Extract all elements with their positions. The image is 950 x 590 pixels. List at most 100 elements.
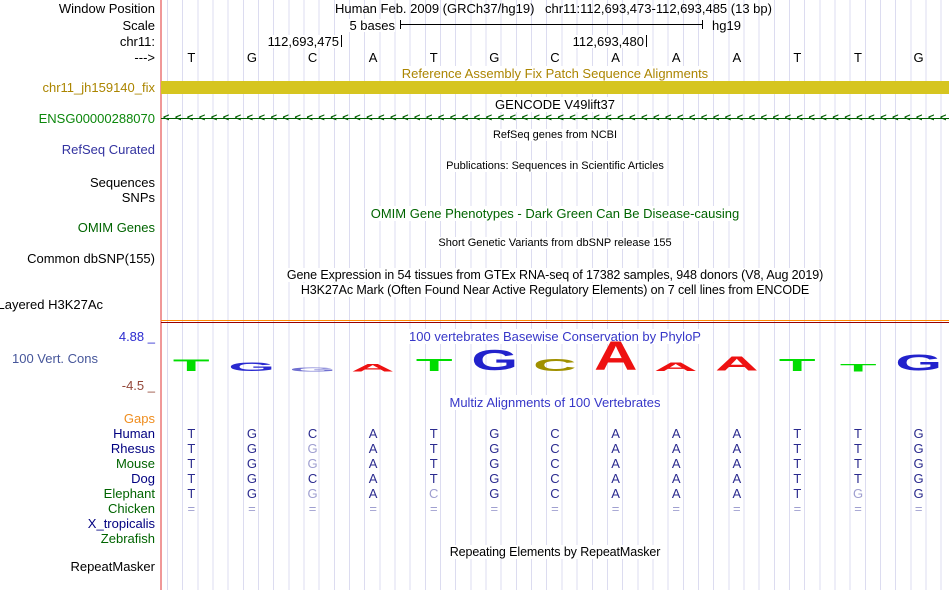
publications-track-title[interactable]: Publications: Sequences in Scientific Ar… — [161, 160, 949, 173]
left-arrow-icon: < — [449, 112, 457, 124]
alignment-base: C — [550, 441, 560, 456]
left-arrow-icon: < — [796, 112, 803, 124]
fix-patch-track-title[interactable]: Reference Assembly Fix Patch Sequence Al… — [161, 66, 949, 81]
left-arrow-icon: < — [174, 112, 182, 124]
alignment-base: G — [246, 441, 257, 456]
left-arrow-icon: < — [939, 112, 947, 124]
refseq-track-title[interactable]: RefSeq genes from NCBI — [161, 129, 949, 142]
alignment-base: G — [246, 426, 257, 441]
left-arrow-icon: < — [294, 112, 301, 124]
logo-base-t: T — [172, 356, 210, 375]
alignment-base: = — [308, 501, 317, 516]
alignment-base: A — [368, 426, 378, 441]
gene-id-label[interactable]: ENSG00000288070 — [38, 111, 155, 126]
logo-base-a: A — [654, 360, 698, 375]
alignment-base: A — [611, 441, 620, 456]
species-label-gaps[interactable]: Gaps — [123, 411, 155, 426]
logo-cell: G — [282, 340, 343, 372]
repeatmasker-label[interactable]: RepeatMasker — [70, 559, 155, 574]
left-arrow-icon: < — [665, 112, 672, 124]
h3k27ac-track-title[interactable]: H3K27Ac Mark (Often Found Near Active Re… — [161, 283, 949, 297]
left-arrow-icon: < — [760, 112, 768, 124]
species-label-x_tropicalis[interactable]: X_tropicalis — [87, 516, 155, 531]
repeatmasker-track-title[interactable]: Repeating Elements by RepeatMasker — [161, 545, 949, 559]
alignment-base: A — [671, 471, 681, 486]
alignment-base: A — [671, 426, 681, 441]
alignment-base: T — [793, 471, 802, 486]
alignment-base: A — [732, 456, 742, 471]
reference-base: G — [246, 50, 257, 65]
alignment-base: G — [489, 486, 500, 501]
alignment-base: G — [913, 426, 924, 441]
alignment-base: = — [248, 501, 256, 516]
species-label-dog[interactable]: Dog — [131, 471, 155, 486]
alignment-base: G — [307, 486, 318, 501]
species-label-chicken[interactable]: Chicken — [108, 501, 155, 516]
refseq-curated-label[interactable]: RefSeq Curated — [61, 142, 155, 157]
alignment-base: = — [732, 501, 741, 516]
alignment-base: = — [914, 501, 923, 516]
alignment-base: A — [732, 471, 742, 486]
scale-bar — [400, 20, 703, 29]
dbsnp-track-title[interactable]: Short Genetic Variants from dbSNP releas… — [161, 237, 949, 250]
alignment-base: T — [854, 456, 862, 471]
alignment-base: T — [187, 471, 196, 486]
left-arrow-icon: < — [581, 112, 588, 124]
assembly-title: Human Feb. 2009 (GRCh37/hg19) — [335, 1, 535, 16]
alignment-base: = — [369, 501, 377, 516]
fix-patch-item-label[interactable]: chr11_jh159140_fix — [42, 80, 155, 95]
omim-genes-label[interactable]: OMIM Genes — [77, 220, 155, 235]
reference-base: C — [307, 50, 318, 65]
gene-direction-arrows[interactable]: < < < < < < < < < < < < < < < < < < < < < < < < < < < < < < < < < < < < < < < <… — [161, 112, 949, 125]
left-arrow-icon: < — [832, 112, 839, 124]
gencode-track-title[interactable]: GENCODE V49lift37 — [161, 97, 949, 112]
alignment-base: = — [187, 501, 196, 516]
reference-base: A — [611, 50, 620, 65]
reference-base: T — [854, 50, 862, 65]
left-arrow-icon: < — [354, 112, 361, 124]
chrom-label: chr11: — [119, 34, 155, 49]
left-arrow-icon: < — [270, 112, 278, 124]
alignment-base: A — [671, 486, 681, 501]
left-arrow-icon: < — [258, 112, 266, 124]
left-arrow-icon: < — [712, 112, 720, 124]
snps-label[interactable]: SNPs — [121, 190, 155, 205]
species-label-zebrafish[interactable]: Zebrafish — [100, 531, 155, 546]
species-label-elephant[interactable]: Elephant — [103, 486, 155, 501]
alignment-base: C — [550, 456, 560, 471]
sequences-label[interactable]: Sequences — [89, 175, 155, 190]
alignment-base: A — [732, 486, 742, 501]
fix-patch-bar[interactable] — [161, 81, 949, 94]
dbsnp-label[interactable]: Common dbSNP(155) — [27, 251, 155, 266]
alignment-base: = — [672, 501, 680, 516]
species-label-mouse[interactable]: Mouse — [115, 456, 155, 471]
alignment-base: G — [489, 456, 500, 471]
species-label-human[interactable]: Human — [113, 426, 155, 441]
reference-base: T — [429, 50, 438, 65]
position-range: chr11:112,693,473-112,693,485 (13 bp) — [545, 1, 772, 16]
left-arrow-icon: < — [186, 112, 194, 124]
alignment-base: G — [246, 486, 257, 501]
logo-base-a: A — [715, 352, 759, 376]
omim-track-title[interactable]: OMIM Gene Phenotypes - Dark Green Can Be… — [161, 206, 949, 221]
alignment-base: T — [793, 486, 802, 501]
scale-label: Scale — [122, 18, 155, 33]
conservation-label[interactable]: 100 Vert. Cons — [12, 351, 98, 366]
logo-base-g: G — [471, 345, 518, 377]
alignment-base: T — [854, 426, 862, 441]
gtex-track-title[interactable]: Gene Expression in 54 tissues from GTEx … — [161, 268, 949, 282]
left-arrow-icon: < — [868, 112, 875, 124]
ruler-coordinate: 112,693,480 — [569, 35, 644, 48]
phylop-track-title[interactable]: 100 vertebrates Basewise Conservation by… — [161, 329, 949, 344]
left-arrow-icon: < — [378, 112, 385, 124]
logo-cell: A — [585, 336, 646, 377]
h3k27ac-label[interactable]: Layered H3K27Ac — [0, 297, 103, 312]
species-label-rhesus[interactable]: Rhesus — [110, 441, 155, 456]
left-arrow-icon: < — [856, 112, 863, 124]
multiz-track-title[interactable]: Multiz Alignments of 100 Vertebrates — [161, 395, 949, 410]
logo-cell: T — [161, 340, 222, 375]
left-arrow-icon: < — [820, 112, 827, 124]
